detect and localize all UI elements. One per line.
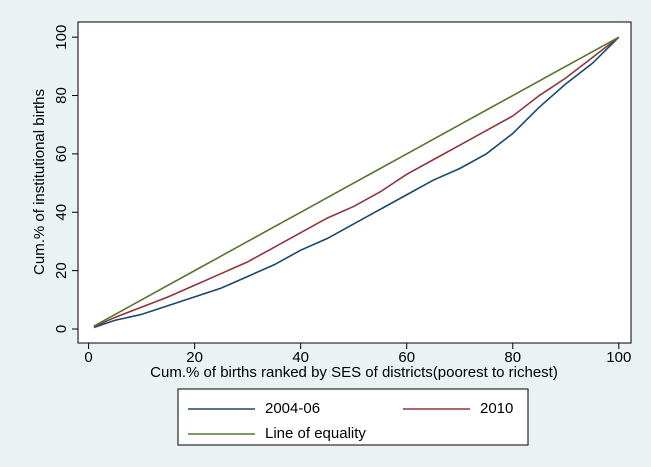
x-axis-label: Cum.% of births ranked by SES of distric…: [150, 364, 558, 381]
series-line: [93, 36, 620, 329]
series-line: [93, 36, 620, 327]
x-tick-label: 40: [292, 349, 309, 366]
y-axis-label: Cum.% of institutional births: [31, 89, 48, 275]
y-tick-label: 80: [53, 87, 70, 104]
y-tick-label: 100: [53, 25, 70, 50]
y-tick-label: 20: [53, 262, 70, 279]
x-tick-label: 60: [398, 349, 415, 366]
legend-label: 2010: [480, 400, 513, 417]
y-tick-label: 0: [53, 325, 70, 333]
y-tick-label: 40: [53, 204, 70, 221]
y-tick-label: 60: [53, 146, 70, 163]
x-tick-label: 80: [504, 349, 521, 366]
legend: [177, 388, 529, 446]
x-tick-label: 0: [84, 349, 92, 366]
legend-label: 2004-06: [265, 400, 320, 417]
series-line: [93, 36, 620, 328]
x-tick-label: 20: [186, 349, 203, 366]
legend-label: Line of equality: [265, 425, 366, 442]
x-tick-label: 100: [606, 349, 631, 366]
